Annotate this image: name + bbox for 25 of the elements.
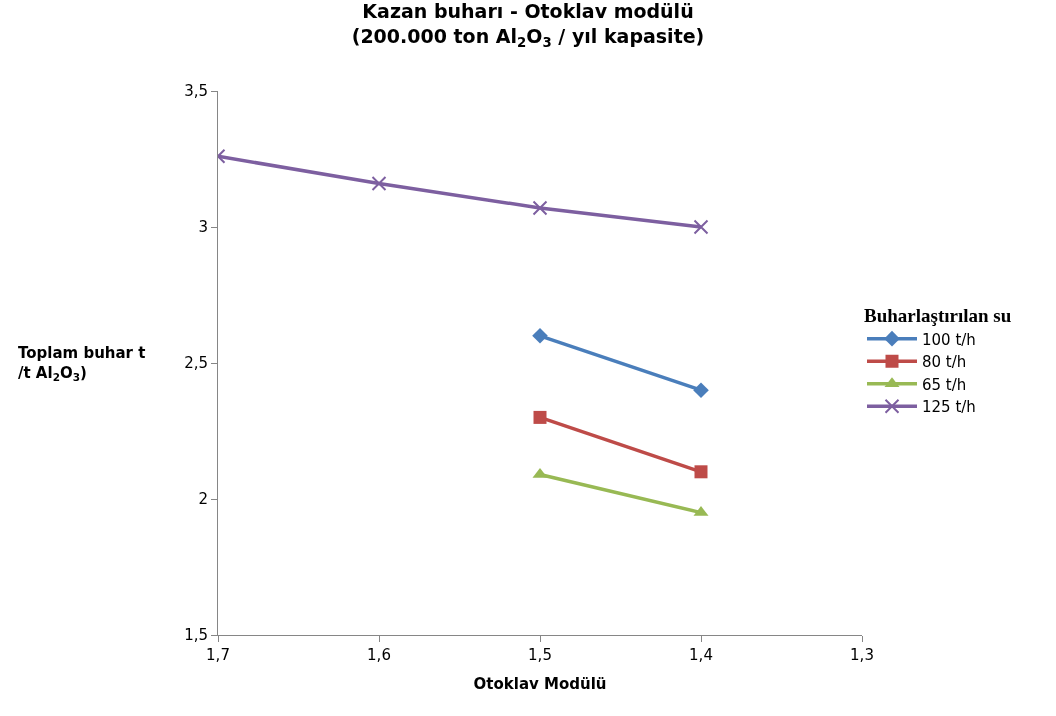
legend-label: 80 t/h <box>922 353 967 372</box>
y-tick-label: 1,5 <box>184 626 208 645</box>
point <box>693 382 709 398</box>
x-tick-label: 1,4 <box>689 646 713 664</box>
point <box>533 410 547 424</box>
x-axis-title: Otoklav Modülü <box>473 675 607 693</box>
chart-title: Kazan buharı - Otoklav modülü (200.000 ton Al$_{2}$O$_{3}$ / yıl kapasite) <box>351 0 705 50</box>
legend-title: Buharlaştırılan su <box>864 305 1012 327</box>
y-tick-label: 2 <box>198 490 208 509</box>
y-axis-title: Toplam buhar t /t Al$_{2}$O$_{3}$) <box>18 344 146 383</box>
x-tick-label: 1,5 <box>528 646 552 664</box>
point <box>693 219 709 235</box>
point <box>532 328 548 344</box>
legend-label: 65 t/h <box>922 375 967 394</box>
y-tick-label: 3 <box>198 218 208 237</box>
point <box>694 465 708 479</box>
x-tick-label: 1,3 <box>850 646 874 664</box>
y-tick-label: 2,5 <box>184 354 208 373</box>
legend-label: 100 t/h <box>922 330 976 349</box>
x-tick-label: 1,6 <box>367 646 391 664</box>
legend-label: 125 t/h <box>922 398 976 417</box>
x-tick-label: 1,7 <box>206 646 230 664</box>
y-tick-label: 3,5 <box>184 82 208 101</box>
point <box>532 200 548 216</box>
point <box>371 175 387 191</box>
